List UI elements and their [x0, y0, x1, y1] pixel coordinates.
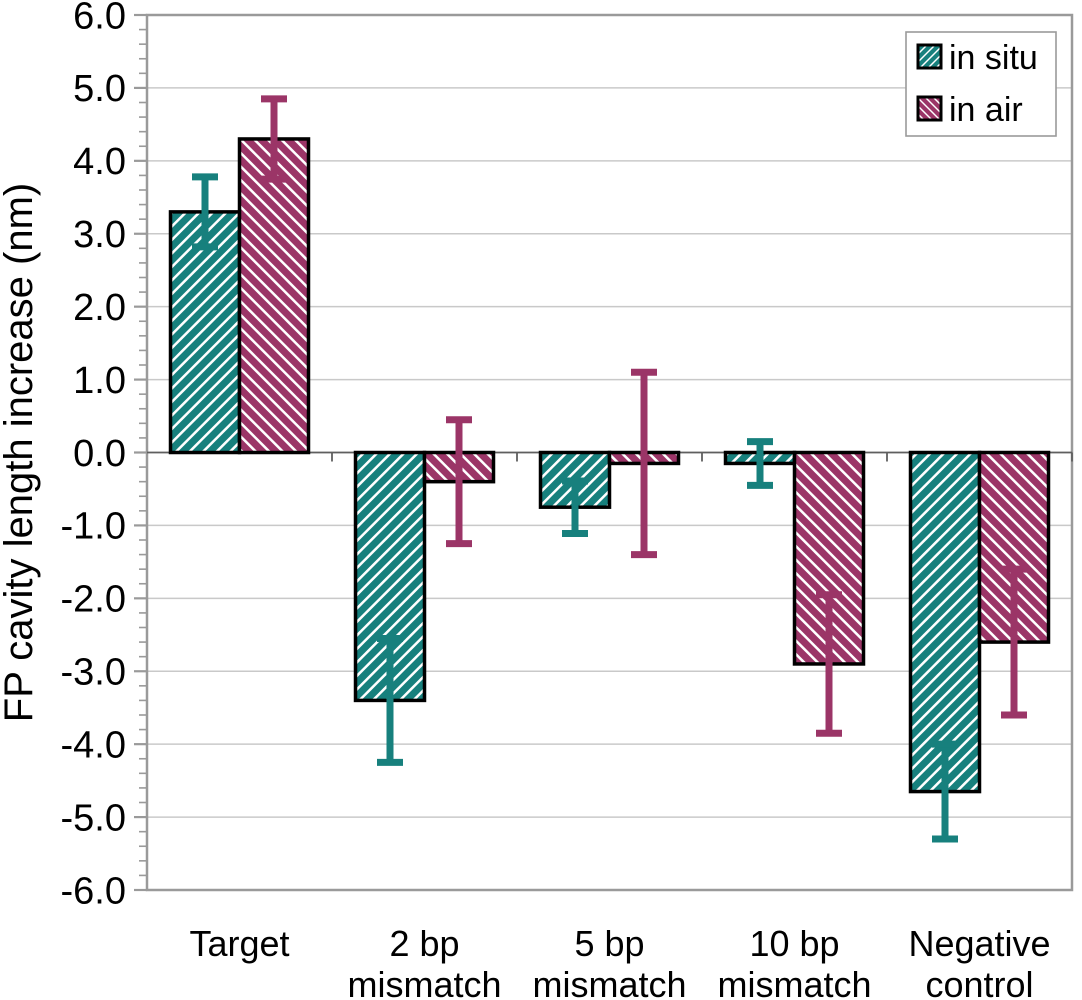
y-tick-label: 6.0	[73, 0, 126, 37]
y-tick-label: -4.0	[61, 724, 126, 766]
error-bar-in-situ-5-bp-mismatch	[562, 477, 588, 537]
svg-text:2 bp: 2 bp	[389, 923, 459, 964]
legend-label-in-air: in air	[949, 91, 1023, 129]
bar-in-situ-target	[168, 210, 242, 455]
svg-text:10 bp: 10 bp	[749, 923, 839, 964]
error-bar-in-air-2-bp-mismatch	[446, 416, 472, 548]
svg-text:5 bp: 5 bp	[574, 923, 644, 964]
legend-label-in-situ: in situ	[949, 39, 1038, 77]
error-bar-in-situ-2-bp-mismatch	[377, 634, 403, 766]
y-tick-label: 5.0	[73, 68, 126, 110]
svg-text:mismatch: mismatch	[347, 964, 501, 1000]
y-tick-label: 2.0	[73, 287, 126, 329]
svg-text:Negative: Negative	[908, 923, 1050, 964]
y-tick-label: -6.0	[61, 870, 126, 912]
y-tick-label: -3.0	[61, 652, 126, 694]
error-bar-in-air-target	[261, 95, 287, 183]
legend-swatch-in-air	[916, 95, 943, 122]
error-bar-in-air-10-bp-mismatch	[816, 591, 842, 737]
error-bar-in-situ-target	[192, 173, 218, 251]
x-category-label-target: Target	[189, 923, 289, 964]
svg-text:mismatch: mismatch	[717, 964, 871, 1000]
y-tick-label: -1.0	[61, 506, 126, 548]
legend: in situ in air	[905, 31, 1057, 137]
y-axis-title: FP cavity length increase (nm)	[0, 183, 41, 722]
svg-text:control: control	[925, 964, 1033, 1000]
error-bar-in-situ-negative-control	[932, 740, 958, 843]
svg-text:mismatch: mismatch	[532, 964, 686, 1000]
y-tick-label: 0.0	[73, 433, 126, 475]
y-tick-label: 4.0	[73, 141, 126, 183]
y-tick-label: -5.0	[61, 797, 126, 839]
y-tick-label: 3.0	[73, 214, 126, 256]
y-tick-label: -2.0	[61, 579, 126, 621]
bar-in-air-target	[237, 137, 311, 455]
legend-swatch-in-situ	[916, 43, 943, 70]
error-bar-in-air-5-bp-mismatch	[631, 368, 657, 559]
error-bar-in-situ-10-bp-mismatch	[747, 438, 773, 489]
error-bar-in-air-negative-control	[1001, 565, 1027, 719]
svg-text:Target: Target	[189, 923, 289, 964]
bar-in-situ-2-bp-mismatch	[353, 450, 427, 703]
y-tick-label: 1.0	[73, 360, 126, 402]
